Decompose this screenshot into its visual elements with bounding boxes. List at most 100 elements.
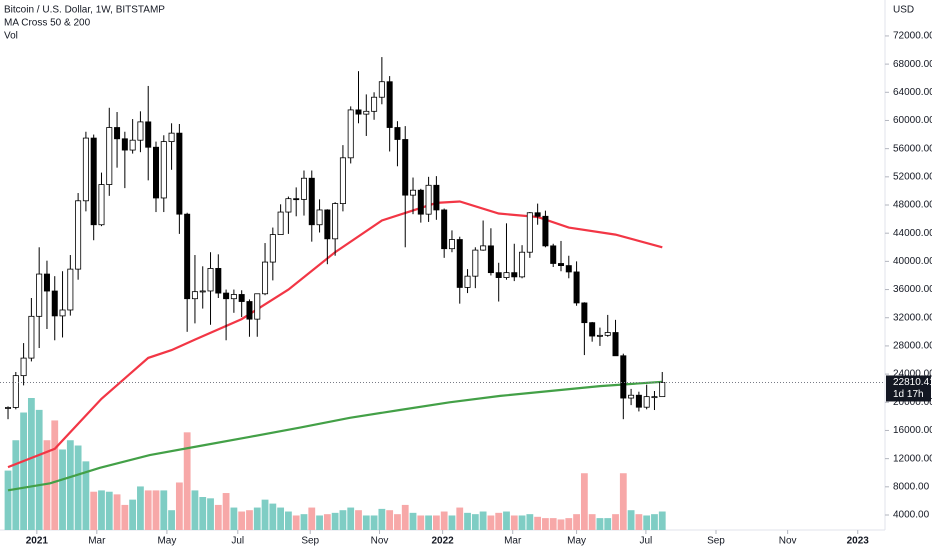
volume-bar	[27, 398, 35, 530]
volume-bar	[323, 514, 331, 530]
candle-body	[472, 249, 479, 277]
candle-body	[160, 141, 167, 199]
candle-body	[339, 157, 346, 205]
candle-body	[402, 139, 409, 196]
candle-body	[98, 184, 105, 226]
volume-bar	[495, 512, 503, 530]
x-tick-label: May	[567, 536, 586, 547]
x-tick-label: 2022	[431, 536, 454, 547]
candle-body	[628, 394, 635, 399]
volume-bar	[658, 511, 666, 530]
volume-bar	[386, 510, 394, 530]
candle-body	[363, 110, 370, 115]
candle-body	[635, 394, 642, 408]
volume-bar	[378, 508, 386, 530]
y-tick-label: 20000.00	[893, 397, 932, 408]
candle-body	[604, 332, 611, 336]
candle-body	[59, 309, 66, 317]
volume-bar	[35, 409, 43, 530]
last-price-label: 22810.41	[893, 377, 932, 388]
volume-bar	[191, 490, 199, 530]
volume-bar	[277, 507, 285, 530]
candle-body	[581, 302, 588, 324]
candle-body	[324, 209, 331, 240]
volume-bar	[573, 514, 580, 530]
volume-bar	[339, 510, 347, 530]
ma-line	[7, 380, 663, 492]
y-tick-label: 16000.00	[893, 425, 932, 436]
candle-body	[651, 396, 658, 399]
candle-body	[238, 294, 245, 302]
candle-body	[191, 291, 198, 300]
y-tick-label: 64000.00	[893, 87, 932, 98]
candle-body	[207, 268, 214, 292]
volume-bar	[596, 518, 604, 530]
volume-bar	[612, 514, 619, 530]
x-tick-label: May	[157, 536, 176, 547]
y-tick-label: 8000.00	[893, 481, 930, 492]
volume-bar	[285, 511, 292, 530]
y-tick-label: 12000.00	[893, 453, 932, 464]
y-tick-label: 52000.00	[893, 171, 932, 182]
candle-body	[371, 96, 378, 112]
volume-bar	[59, 449, 66, 530]
x-tick-label: Jul	[231, 536, 244, 547]
volume-bar	[394, 514, 401, 530]
volume-bar	[534, 516, 542, 530]
volume-bar	[643, 515, 651, 530]
volume-bar	[183, 432, 191, 530]
candle-body	[145, 121, 152, 148]
y-tick-label: 44000.00	[893, 228, 932, 239]
volume-bar	[557, 519, 565, 530]
candle-body	[643, 396, 650, 408]
volume-bar	[464, 512, 471, 530]
volume-bar	[549, 518, 557, 530]
candle-body	[332, 203, 339, 240]
chart-title: Bitcoin / U.S. Dollar, 1W, BITSTAMP	[4, 5, 165, 16]
candle-body	[269, 234, 276, 263]
volume-bar	[503, 511, 510, 530]
volume-bar	[331, 512, 339, 530]
candle-body	[519, 251, 526, 278]
candle-body	[464, 275, 471, 288]
candle-body	[176, 132, 183, 215]
candle-body	[378, 81, 385, 98]
candle-body	[433, 184, 440, 211]
candle-body	[43, 273, 50, 292]
candle-body	[480, 245, 487, 251]
volume-bar	[175, 482, 183, 530]
x-tick-label: Sep	[707, 536, 725, 547]
x-tick-label: Mar	[88, 536, 106, 547]
candle-body	[82, 137, 89, 202]
y-tick-label: 4000.00	[893, 510, 930, 521]
candle-body	[254, 293, 261, 320]
volume-bar	[43, 440, 51, 530]
candle-body	[534, 212, 541, 217]
candle-body	[262, 261, 269, 295]
volume-bar	[246, 510, 253, 530]
volume-bar	[526, 514, 534, 530]
volume-bar	[113, 494, 121, 530]
candle-body	[246, 301, 253, 320]
volume-bar	[588, 514, 596, 530]
y-tick-label: 24000.00	[893, 369, 932, 380]
candle-body	[121, 138, 128, 151]
candle-body	[441, 209, 448, 250]
volume-bar	[518, 515, 526, 530]
volume-bar	[440, 511, 448, 530]
candle-body	[277, 211, 284, 236]
candle-body	[417, 189, 424, 215]
volume-bar	[635, 514, 643, 530]
volume-bar	[456, 507, 464, 530]
candle-body	[550, 245, 557, 264]
candle-body	[137, 121, 144, 141]
candle-body	[596, 334, 603, 337]
candle-body	[410, 189, 417, 196]
volume-bar	[74, 445, 82, 530]
candle-body	[199, 290, 206, 293]
candle-body	[542, 215, 549, 247]
volume-bar	[510, 515, 518, 530]
volume-bar	[269, 503, 277, 530]
volume-bar	[409, 512, 417, 530]
volume-bar	[90, 491, 98, 530]
